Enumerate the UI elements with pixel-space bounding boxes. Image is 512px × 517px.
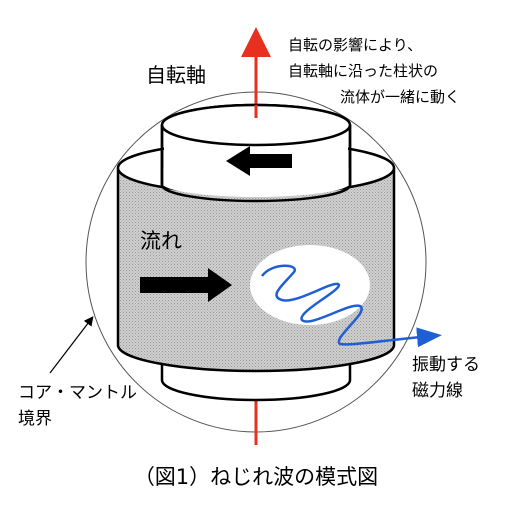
note-line-1: 自転の影響により、	[288, 36, 422, 54]
boundary-pointer	[49, 316, 94, 374]
figure-caption: （図1）ねじれ波の模式図	[134, 465, 378, 489]
flow-label: 流れ	[140, 229, 182, 253]
rotation-axis-label: 自転軸	[146, 63, 206, 87]
note-line-3: 流体が一緒に動く	[340, 88, 460, 106]
left-arrow-icon	[226, 146, 292, 176]
field-label-2: 磁力線	[412, 381, 463, 401]
boundary-label-1: コア・マントル	[18, 383, 137, 403]
field-highlight	[250, 245, 370, 325]
field-label-1: 振動する	[412, 355, 480, 375]
outer-cylinder	[116, 140, 396, 373]
right-arrow-icon	[140, 268, 232, 302]
boundary-label-2: 境界	[18, 409, 52, 429]
field-line	[260, 264, 442, 348]
note-line-2: 自転軸に沿った柱状の	[288, 62, 438, 80]
